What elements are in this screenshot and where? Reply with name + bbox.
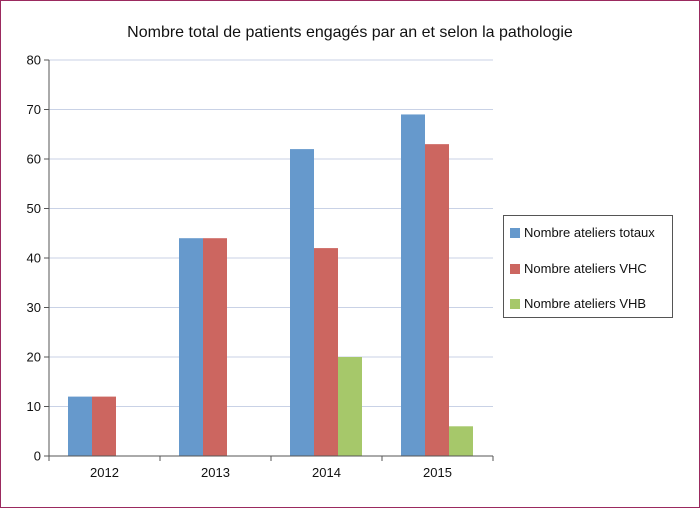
bar [68,396,92,456]
y-tick-label: 70 [27,102,41,117]
x-tick-label: 2012 [90,465,119,480]
y-tick-label: 10 [27,399,41,414]
legend-swatch-vhc [510,263,520,274]
legend-label-vhc: Nombre ateliers VHC [524,261,647,276]
bar [338,357,362,456]
legend-item-vhc: Nombre ateliers VHC [510,261,647,276]
chart-legend: Nombre ateliers totaux Nombre ateliers V… [503,215,673,318]
y-tick-label: 40 [27,251,41,266]
y-tick-label: 30 [27,300,41,315]
legend-label-vhb: Nombre ateliers VHB [524,296,647,311]
x-tick-label: 2014 [312,465,341,480]
chart-title: Nombre total de patients engagés par an … [127,24,573,41]
bar [92,396,116,456]
y-tick-label: 80 [27,53,41,68]
bar [179,238,203,456]
legend-label-totaux: Nombre ateliers totaux [524,225,655,240]
bar [203,238,227,456]
y-tick-label: 60 [27,152,41,167]
legend-swatch-totaux [510,227,520,238]
x-tick-label: 2015 [423,465,452,480]
bar [290,149,314,456]
bar [401,114,425,456]
legend-swatch-vhb [510,298,520,309]
bar [314,248,338,456]
bar [449,426,473,456]
bar [425,144,449,456]
legend-item-vhb: Nombre ateliers VHB [510,296,646,311]
x-tick-label: 2013 [201,465,230,480]
y-tick-label: 0 [34,449,41,464]
legend-item-totaux: Nombre ateliers totaux [510,225,655,240]
y-tick-label: 20 [27,350,41,365]
y-tick-label: 50 [27,201,41,216]
